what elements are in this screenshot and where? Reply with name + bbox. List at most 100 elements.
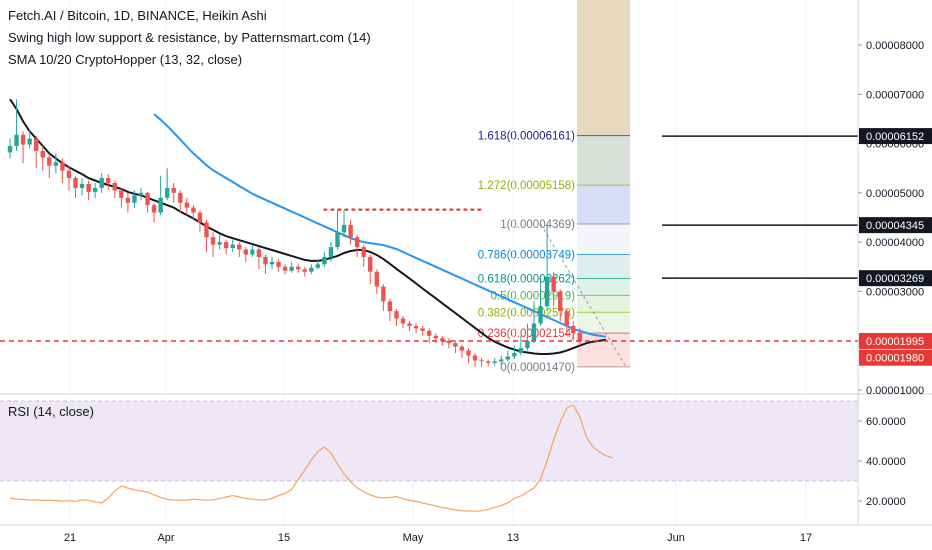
candle-body bbox=[125, 197, 131, 203]
candle-body bbox=[551, 276, 556, 292]
price-line-label-box bbox=[859, 270, 932, 287]
candle-body bbox=[60, 162, 65, 171]
fib-level-label: 1.272(0.00005158) bbox=[478, 180, 575, 192]
candle-body bbox=[86, 183, 91, 192]
fib-level-label: 0.236(0.00002154) bbox=[478, 328, 575, 340]
candle-body bbox=[407, 323, 412, 326]
candle-body bbox=[446, 340, 452, 344]
price-line-label: 0.00003269 bbox=[866, 273, 924, 285]
candle-body bbox=[92, 187, 98, 192]
rsi-tick-label: 40.0000 bbox=[866, 456, 906, 468]
candle-body bbox=[499, 359, 504, 362]
rsi-tick-label: 20.0000 bbox=[866, 496, 906, 508]
candle-body bbox=[538, 306, 543, 324]
candles bbox=[7, 99, 583, 367]
chart-title: Fetch.AI / Bitcoin, 1D, BINANCE, Heikin … bbox=[8, 8, 267, 23]
price-line-label: 0.00006152 bbox=[866, 131, 924, 143]
candle-body bbox=[20, 134, 26, 145]
candle-body bbox=[230, 244, 235, 249]
rsi-line bbox=[9, 404, 613, 512]
price-tick-label: 0.00004000 bbox=[866, 237, 924, 249]
candle-body bbox=[99, 178, 104, 188]
support-price-label: 0.00001995 bbox=[866, 336, 924, 348]
sma-slow-line bbox=[153, 113, 607, 338]
price-line-label: 0.00004345 bbox=[866, 220, 924, 232]
rsi-tick-label: 60.0000 bbox=[866, 416, 906, 428]
fib-level-label: 0.382(0.00002578) bbox=[478, 307, 575, 319]
fib-level-label: 0(0.00001470) bbox=[500, 362, 575, 374]
price-tick-label: 0.00001000 bbox=[866, 385, 924, 397]
price-tick-label: 0.00007000 bbox=[866, 89, 924, 101]
candle-body bbox=[374, 271, 379, 287]
candle-body bbox=[138, 192, 144, 196]
candle-body bbox=[315, 264, 321, 268]
time-tick-label: Apr bbox=[157, 532, 174, 544]
candle-body bbox=[250, 249, 255, 255]
candle-body bbox=[106, 178, 111, 183]
candle-body bbox=[525, 340, 530, 349]
rsi-panel: 20.0000 40.0000 60.0000 bbox=[0, 400, 906, 512]
candle-body bbox=[243, 249, 248, 255]
current-price-label: 0.00001980 bbox=[866, 353, 924, 365]
candle-body bbox=[427, 330, 432, 336]
candle-body bbox=[223, 242, 229, 249]
fib-zone bbox=[577, 312, 630, 334]
candle-body bbox=[73, 178, 78, 188]
candle-body bbox=[302, 269, 307, 272]
price-tick-label: 0.00003000 bbox=[866, 286, 924, 298]
candle-body bbox=[40, 150, 45, 158]
candle-body bbox=[263, 256, 268, 265]
candle-body bbox=[256, 249, 262, 257]
candle-body bbox=[14, 134, 19, 147]
time-tick-label: 13 bbox=[507, 532, 519, 544]
candle-body bbox=[348, 224, 353, 238]
time-tick-label: 21 bbox=[64, 532, 76, 544]
candle-body bbox=[400, 318, 406, 324]
fibonacci-retracement: 0(0.00001470) 0.236(0.00002154) 0.382(0.00… bbox=[478, 0, 630, 374]
fib-zone bbox=[577, 223, 630, 255]
candle-body bbox=[368, 256, 373, 272]
candle-body bbox=[151, 205, 157, 213]
candle-body bbox=[440, 338, 445, 341]
candle-body bbox=[79, 183, 85, 188]
price-line-label-box bbox=[859, 217, 932, 234]
fib-zone bbox=[577, 185, 630, 224]
rsi-band bbox=[0, 401, 858, 481]
candle-body bbox=[217, 242, 222, 245]
candle-body bbox=[309, 267, 314, 272]
candle-body bbox=[453, 343, 458, 347]
candle-body bbox=[512, 353, 517, 357]
candle-body bbox=[197, 212, 203, 223]
candle-body bbox=[466, 350, 471, 356]
candle-body bbox=[354, 237, 360, 248]
indicator-sma-legend: SMA 10/20 CryptoHopper (13, 32, close) bbox=[8, 52, 243, 67]
fib-zone bbox=[577, 254, 630, 279]
fib-level-label: 1(0.00004369) bbox=[500, 219, 575, 231]
candle-body bbox=[276, 261, 281, 267]
candle-body bbox=[132, 195, 137, 203]
candle-body bbox=[7, 146, 13, 153]
candle-body bbox=[34, 138, 39, 151]
fib-level-label: 1.618(0.00006161) bbox=[478, 131, 575, 143]
candle-body bbox=[413, 325, 419, 329]
candle-body bbox=[544, 276, 550, 307]
support-resistance bbox=[0, 135, 858, 342]
candle-body bbox=[558, 291, 563, 312]
candle-body bbox=[237, 244, 242, 250]
candle-body bbox=[145, 192, 150, 206]
candle-body bbox=[66, 170, 72, 179]
candle-body bbox=[119, 190, 124, 198]
candle-body bbox=[171, 187, 176, 193]
candle-body bbox=[204, 222, 209, 238]
fib-trend-line bbox=[540, 223, 627, 368]
candle-body bbox=[335, 232, 340, 248]
candle-body bbox=[571, 325, 576, 334]
price-line-label-box bbox=[859, 128, 932, 145]
candle-body bbox=[479, 360, 484, 362]
fib-zone bbox=[577, 135, 630, 186]
fib-level-label: 0.618(0.00003262) bbox=[478, 274, 575, 286]
candle-body bbox=[296, 266, 301, 270]
sma-fast-line bbox=[9, 98, 607, 355]
